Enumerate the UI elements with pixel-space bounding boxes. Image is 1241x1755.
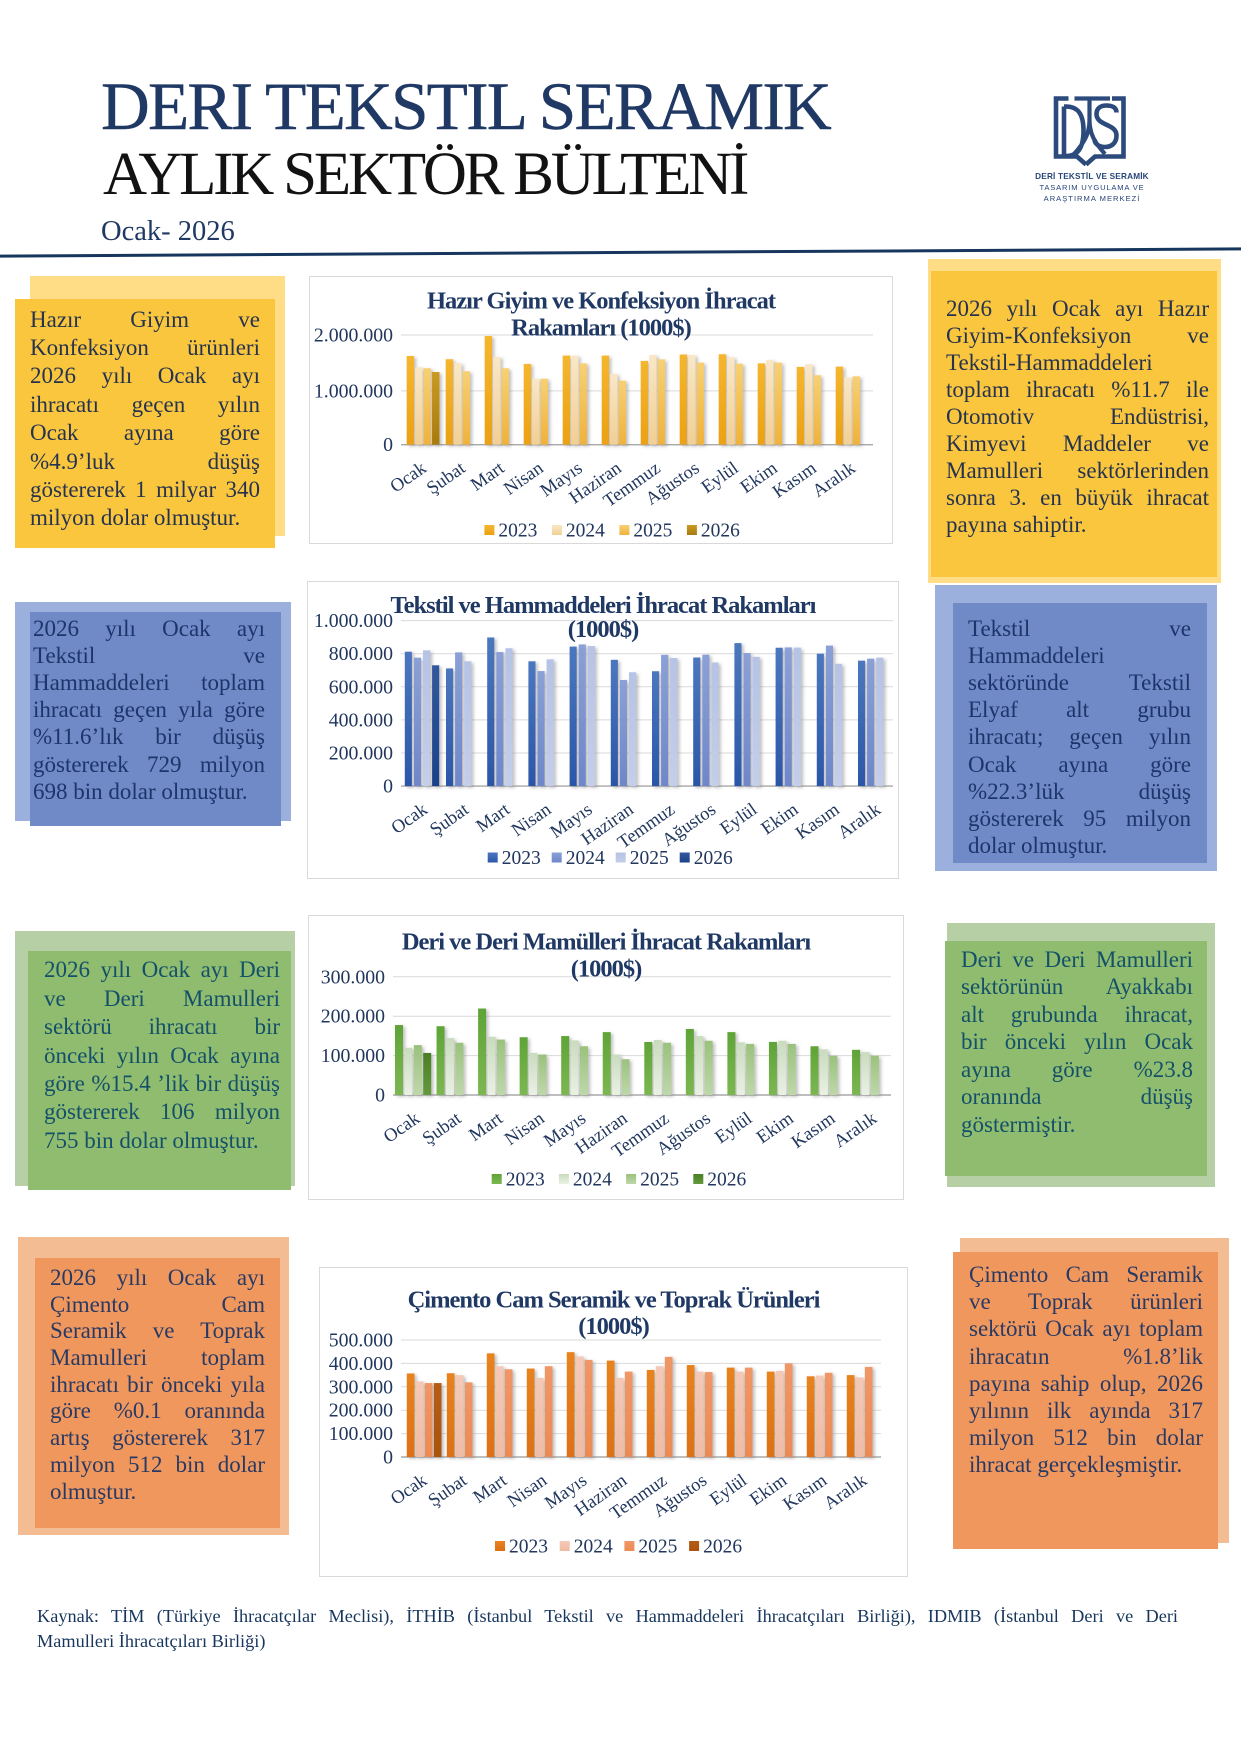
svg-text:2025: 2025: [630, 848, 669, 869]
svg-text:2026: 2026: [707, 1170, 746, 1191]
svg-text:600.000: 600.000: [329, 676, 393, 698]
svg-text:300.000: 300.000: [321, 966, 385, 988]
svg-text:2026: 2026: [694, 848, 733, 869]
svg-text:2023: 2023: [509, 1537, 548, 1558]
svg-text:2023: 2023: [502, 848, 541, 869]
svg-text:100.000: 100.000: [321, 1045, 385, 1067]
svg-text:0: 0: [375, 1085, 385, 1107]
svg-text:1.000.000: 1.000.000: [314, 380, 393, 402]
svg-text:Çimento Cam Seramik ve Toprak: Çimento Cam Seramik ve Toprak Ürünleri: [408, 1287, 821, 1314]
svg-text:2025: 2025: [633, 521, 672, 542]
svg-text:0: 0: [383, 776, 393, 798]
svg-text:2026: 2026: [703, 1537, 742, 1558]
svg-text:200.000: 200.000: [329, 1400, 393, 1422]
svg-text:2024: 2024: [566, 848, 605, 869]
svg-text:Tekstil ve Hammaddeleri İhraca: Tekstil ve Hammaddeleri İhracat Rakamlar…: [391, 591, 817, 619]
svg-text:200.000: 200.000: [329, 743, 393, 765]
svg-text:Rakamları (1000$): Rakamları (1000$): [511, 315, 691, 342]
svg-text:ARAŞTIRMA MERKEZİ: ARAŞTIRMA MERKEZİ: [1044, 194, 1141, 203]
svg-text:2023: 2023: [506, 1170, 545, 1191]
svg-text:1.000.000: 1.000.000: [314, 610, 393, 632]
svg-text:DERİ TEKSTİL VE SERAMİK: DERİ TEKSTİL VE SERAMİK: [1035, 171, 1149, 181]
svg-text:200.000: 200.000: [321, 1006, 385, 1028]
svg-text:2.000.000: 2.000.000: [314, 325, 393, 347]
svg-text:0: 0: [383, 1447, 393, 1469]
svg-text:TASARIM UYGULAMA VE: TASARIM UYGULAMA VE: [1040, 183, 1145, 192]
svg-text:100.000: 100.000: [329, 1423, 393, 1445]
svg-text:800.000: 800.000: [329, 643, 393, 665]
svg-text:0: 0: [383, 434, 393, 456]
svg-text:2024: 2024: [574, 1537, 613, 1558]
svg-text:500.000: 500.000: [329, 1330, 393, 1352]
svg-text:(1000$): (1000$): [568, 616, 639, 643]
svg-text:Deri ve Deri Mamülleri İhracat: Deri ve Deri Mamülleri İhracat Rakamları: [402, 928, 812, 956]
svg-text:Hazır Giyim ve Konfeksiyon İhr: Hazır Giyim ve Konfeksiyon İhracat: [427, 287, 777, 315]
svg-text:2025: 2025: [638, 1537, 677, 1558]
svg-text:(1000$): (1000$): [571, 956, 642, 983]
svg-text:400.000: 400.000: [329, 709, 393, 731]
svg-text:2023: 2023: [498, 521, 537, 542]
svg-text:(1000$): (1000$): [578, 1313, 649, 1340]
svg-text:2025: 2025: [640, 1170, 679, 1191]
svg-text:300.000: 300.000: [329, 1376, 393, 1398]
svg-text:400.000: 400.000: [329, 1353, 393, 1375]
svg-text:2024: 2024: [566, 521, 605, 542]
svg-text:2024: 2024: [573, 1170, 612, 1191]
svg-text:2026: 2026: [701, 521, 740, 542]
